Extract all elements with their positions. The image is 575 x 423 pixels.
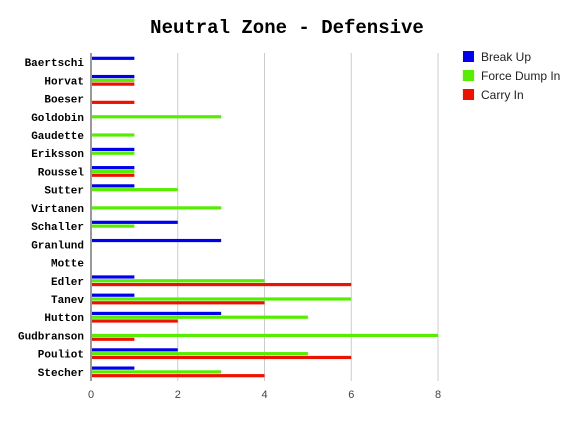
y-tick-label: Pouliot <box>38 350 84 362</box>
y-tick-label: Granlund <box>31 240 84 252</box>
legend-swatch <box>463 51 474 62</box>
bar-break-up <box>92 220 178 224</box>
y-tick-label: Goldobin <box>31 113 84 125</box>
bar-break-up <box>92 311 222 316</box>
bar-carry-in <box>92 319 178 323</box>
bar-force-dump-in <box>92 370 222 374</box>
bar-break-up <box>92 74 135 79</box>
y-tick-label: Horvat <box>44 76 84 88</box>
y-tick-label: Gudbranson <box>18 331 84 343</box>
bar-break-up <box>92 348 178 352</box>
y-tick-label: Gaudette <box>31 131 84 143</box>
y-tick-label: Hutton <box>44 313 84 325</box>
bar-carry-in <box>92 282 352 287</box>
y-tick-label: Edler <box>51 277 84 289</box>
bars <box>92 56 438 378</box>
x-tick-label: 0 <box>88 389 94 401</box>
legend-swatch <box>463 89 474 100</box>
bar-break-up <box>92 184 135 188</box>
y-tick-label: Tanev <box>51 295 84 307</box>
bar-break-up <box>92 166 135 170</box>
bar-carry-in <box>92 100 135 104</box>
bar-force-dump-in <box>92 188 178 192</box>
bar-break-up <box>92 238 222 243</box>
y-tick-label: Roussel <box>38 167 85 179</box>
y-tick-label: Sutter <box>44 186 84 198</box>
bar-carry-in <box>92 82 135 86</box>
grid <box>90 53 439 381</box>
bar-carry-in <box>92 374 265 378</box>
bar-force-dump-in <box>92 151 135 155</box>
bar-break-up <box>92 366 135 370</box>
bar-break-up <box>92 56 135 60</box>
bar-break-up <box>92 147 135 152</box>
bar-force-dump-in <box>92 297 352 301</box>
bar-force-dump-in <box>92 133 135 137</box>
legend-label: Force Dump In <box>481 69 560 83</box>
chart-title: Neutral Zone - Defensive <box>150 17 424 39</box>
bar-force-dump-in <box>92 78 135 82</box>
x-tick-label: 6 <box>348 389 354 401</box>
bar-force-dump-in <box>92 279 265 283</box>
y-tick-label: Eriksson <box>31 149 84 161</box>
y-tick-label: Motte <box>51 259 84 271</box>
y-tick-label: Stecher <box>38 368 84 380</box>
y-axis-labels: Baertschi Horvat Boeser Goldobin Gaudette Eri… <box>18 58 84 380</box>
bar-break-up <box>92 275 135 279</box>
bar-break-up <box>92 293 135 297</box>
legend-swatch <box>463 70 474 81</box>
legend-label: Break Up <box>481 50 531 64</box>
y-tick-label: Schaller <box>31 222 84 234</box>
bar-force-dump-in <box>92 169 135 174</box>
bar-force-dump-in <box>92 206 222 210</box>
y-tick-label: Baertschi <box>25 58 85 70</box>
bar-carry-in <box>92 337 135 341</box>
legend: Break Up Force Dump In Carry In <box>463 50 560 102</box>
legend-label: Carry In <box>481 88 524 102</box>
bar-force-dump-in <box>92 333 438 338</box>
y-tick-label: Virtanen <box>31 204 84 216</box>
bar-carry-in <box>92 355 352 360</box>
x-tick-label: 8 <box>435 389 441 401</box>
bar-force-dump-in <box>92 115 222 119</box>
bar-force-dump-in <box>92 315 308 319</box>
x-axis-ticks: 0 2 4 6 8 <box>88 389 441 401</box>
bar-force-dump-in <box>92 224 135 228</box>
bar-carry-in <box>92 301 265 305</box>
bar-force-dump-in <box>92 352 308 356</box>
x-tick-label: 4 <box>261 389 267 401</box>
bar-carry-in <box>92 173 135 177</box>
x-tick-label: 2 <box>175 389 181 401</box>
y-tick-label: Boeser <box>44 95 84 107</box>
